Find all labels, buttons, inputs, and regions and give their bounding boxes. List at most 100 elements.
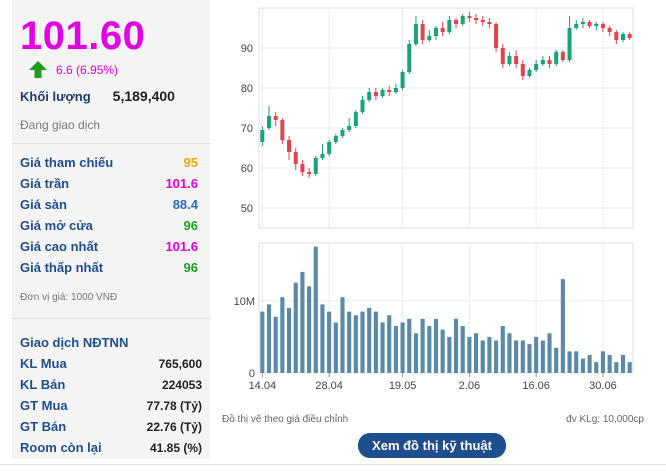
candle-body [320,154,325,158]
volume-bar [487,336,492,373]
price-label: Giá sàn [20,197,67,212]
volume-bar [286,308,292,373]
candle-body [487,22,492,24]
foreign-value: 22.76 (Tỷ) [146,419,202,434]
candle-body [353,112,358,126]
price-change-value: 6.6 (6.95%) [56,63,119,77]
volume-bar [427,326,432,373]
volume-bar [574,351,579,373]
x-tick-label: 28.04 [315,380,343,392]
volume-bar [280,297,285,373]
volume-bar [560,279,565,373]
chart-canvas: 50 60 70 80 90 0 10M 14.04 28.04 19.05 2.06 16.06 30… [234,7,634,392]
candle-body [607,28,612,32]
foreign-value: 77.78 (Tỷ) [146,398,202,413]
bottom-divider [0,464,666,465]
candle-body [427,36,432,40]
volume-bar [407,318,412,373]
volume-bar [387,315,392,373]
volume-bar [340,297,345,373]
candle-body [460,16,465,24]
candle-body [467,16,472,18]
price-panel-frame [258,7,634,229]
candle-body [514,56,519,64]
price-tick-label: 60 [241,163,253,175]
volume-label: Khối lượng [20,89,91,104]
candle-body [614,32,619,40]
volume-bar [273,316,278,373]
price-list: Giá tham chiếu 95 Giá trần 101.6 Giá sàn… [20,152,202,278]
price-row-floor: Giá sàn 88.4 [20,194,202,215]
volume-unit-note: đv KLg: 10,000cp [566,414,644,425]
volume-bar [353,315,358,373]
volume-bar [514,340,519,373]
x-tick-label: 19.05 [389,380,417,392]
volume-bar [327,311,332,373]
foreign-value: 41.85 (%) [149,440,202,455]
volume-bar [347,311,352,373]
candle-body [547,60,552,64]
volume-bar [587,354,592,373]
volume-bar [580,358,585,373]
candle-body [347,126,352,130]
candle-body [527,70,532,76]
volume-bar [594,362,599,373]
candle-body [474,18,479,20]
foreign-value: 224053 [161,377,202,392]
candle-body [360,100,365,112]
volume-bar [266,304,272,373]
volume-bar [473,333,479,373]
volume-bar [373,311,378,373]
volume-bar [440,329,445,373]
volume-bar [467,336,472,373]
candle-body [280,120,285,140]
candle-body [393,88,398,92]
candle-body [494,24,499,48]
price-row-reference: Giá tham chiếu 95 [20,152,202,173]
candle-body [267,116,272,128]
volume-bar [554,347,559,373]
volume-bar [460,326,465,373]
volume-bar [534,336,539,373]
candle-body [273,116,278,120]
up-arrow-icon [29,61,47,78]
volume-bar [507,333,512,373]
candle-body [407,44,412,72]
price-value: 96 [183,218,198,233]
volume-bar [307,286,312,373]
technical-chart-button[interactable]: Xem đồ thị kỹ thuật [358,433,506,458]
volume-bar [627,362,632,373]
candle-body [560,52,565,60]
divider [12,143,210,144]
candle-body [373,92,378,96]
foreign-row-room: Room còn lại 41.85 (%) [20,437,202,458]
price-tick-label: 50 [241,203,253,215]
volume-tick-label: 0 [249,368,255,380]
x-tick-label: 2.06 [459,380,480,392]
candle-body [380,90,385,96]
price-row-ceiling: Giá trần 101.6 [20,173,202,194]
price-value: 101.6 [165,176,198,191]
candle-body [313,158,318,174]
volume-bar [320,304,325,373]
volume-bar [607,354,612,373]
divider [12,318,210,319]
candle-body [454,20,459,24]
volume-bar [380,322,385,373]
candle-body [574,24,579,28]
volume-bar [600,351,606,373]
price-value: 95 [183,155,198,170]
volume-bar [360,311,365,373]
volume-bar [447,336,452,373]
foreign-label: Room còn lại [20,440,102,455]
volume-bar [413,333,419,373]
foreign-row-buy-volume: KL Mua 765,600 [20,353,202,374]
candle-body [620,34,625,40]
foreign-row-buy-value: GT Mua 77.78 (Tỷ) [20,395,202,416]
candle-body [300,164,305,172]
trading-status: Đang giao dịch [20,118,101,132]
foreign-row-sell-volume: KL Bán 224053 [20,374,202,395]
candle-body [507,56,512,64]
volume-value: 5,189,400 [112,88,175,104]
foreign-label: KL Bán [20,377,66,392]
